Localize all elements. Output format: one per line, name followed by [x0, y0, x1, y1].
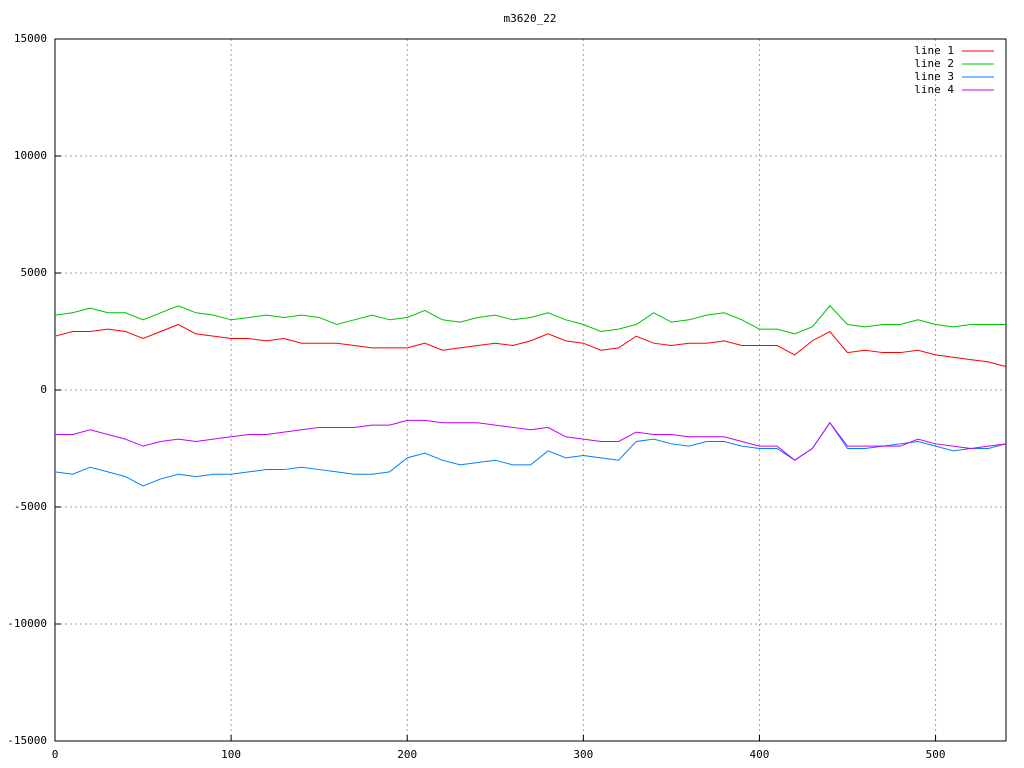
- line-series: [55, 419, 1007, 461]
- plot-border: [54, 38, 1007, 742]
- x-tick-label: 400: [750, 748, 770, 761]
- legend-label: line 2: [914, 57, 954, 70]
- x-tick-label: 100: [221, 748, 241, 761]
- y-tick-label: 10000: [14, 149, 47, 162]
- x-tick-label: 0: [52, 748, 59, 761]
- x-tick-label: 200: [397, 748, 417, 761]
- x-tick-label: 300: [573, 748, 593, 761]
- y-tick-label: -15000: [7, 734, 47, 747]
- y-tick-label: 15000: [14, 32, 47, 45]
- y-tick-label: -5000: [14, 500, 47, 513]
- chart-title: m3620_22: [504, 12, 557, 25]
- x-tick-label: 500: [926, 748, 946, 761]
- line-series: [54, 305, 1006, 335]
- line-series: [54, 421, 1007, 487]
- y-tick-label: 0: [40, 383, 47, 396]
- legend-label: line 4: [914, 83, 954, 96]
- legend-label: line 3: [914, 70, 954, 83]
- legend-label: line 1: [914, 44, 954, 57]
- y-tick-label: 5000: [21, 266, 48, 279]
- y-tick-label: -10000: [7, 617, 47, 630]
- line-series: [54, 323, 1007, 368]
